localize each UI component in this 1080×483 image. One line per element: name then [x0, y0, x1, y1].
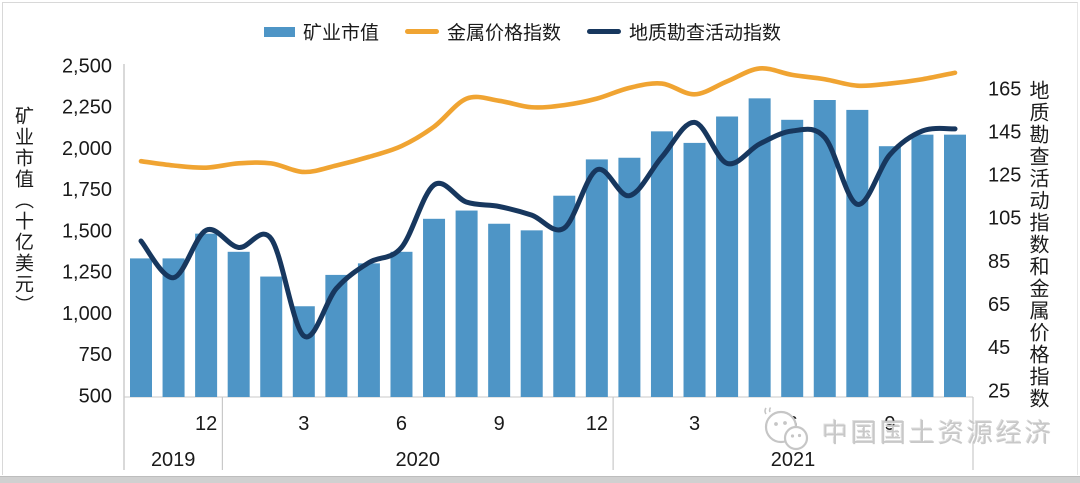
left-axis-tick-label: 750 — [79, 344, 112, 366]
mining-value-bar — [781, 119, 804, 398]
mining-value-bar — [390, 251, 413, 397]
mining-value-bar — [423, 218, 446, 397]
month-tick-label: 6 — [396, 413, 407, 435]
mining-value-bar — [520, 230, 543, 397]
left-axis-tick-label: 1,250 — [62, 262, 112, 284]
month-tick-label: 12 — [195, 413, 217, 435]
legend-label: 金属价格指数 — [447, 23, 562, 44]
legend-item-mining-value: 矿业市值 — [264, 18, 379, 45]
mining-value-bar — [683, 142, 706, 397]
mining-value-bar — [650, 131, 673, 397]
year-label: 2019 — [151, 449, 196, 471]
left-axis-title: 矿业市值（十亿美元） — [12, 106, 33, 316]
left-axis-tick-label: 1,500 — [62, 220, 112, 242]
right-axis-tick-label: 145 — [988, 121, 1021, 143]
right-axis-tick-label: 125 — [988, 165, 1021, 187]
year-label: 2021 — [771, 449, 816, 471]
mining-value-bar — [618, 157, 641, 397]
line-swatch-icon — [405, 29, 440, 34]
mining-value-bar — [325, 274, 348, 397]
month-tick-label: 9 — [884, 413, 895, 435]
legend-item-metal-price-index: 金属价格指数 — [405, 18, 561, 45]
mining-value-bar — [813, 100, 836, 397]
mining-value-bar — [357, 263, 380, 397]
left-axis-tick-label: 1,000 — [62, 303, 112, 325]
mining-value-bar — [911, 134, 934, 397]
left-axis-tick-label: 500 — [79, 385, 112, 407]
right-axis-tick-label: 85 — [988, 251, 1010, 273]
chart-legend: 矿业市值 金属价格指数 地质勘查活动指数 — [264, 18, 781, 45]
wechat-logo-icon — [764, 407, 809, 451]
mining-value-bar — [488, 223, 511, 397]
mining-value-bar — [162, 258, 185, 397]
month-tick-label: 12 — [586, 413, 608, 435]
mining-value-bar — [227, 251, 250, 397]
mining-value-bar — [130, 258, 152, 397]
mining-value-bar — [748, 98, 771, 397]
legend-label: 地质勘查活动指数 — [629, 23, 782, 44]
exploration-activity-line — [138, 119, 958, 340]
right-axis-tick-label: 45 — [988, 337, 1010, 359]
left-axis-tick-label: 2,250 — [62, 97, 112, 119]
month-tick-label: 9 — [494, 413, 505, 435]
left-axis-tick-label: 1,750 — [62, 179, 112, 201]
mining-value-bar — [944, 134, 966, 397]
month-tick-label: 3 — [298, 413, 309, 435]
year-label: 2020 — [396, 449, 441, 471]
line-swatch-icon — [587, 29, 622, 34]
month-tick-label: 3 — [689, 413, 700, 435]
right-axis-tick-label: 25 — [988, 380, 1010, 402]
mining-value-bar — [716, 116, 739, 397]
metal-price-line — [138, 66, 958, 175]
bar-swatch-icon — [264, 26, 295, 37]
bottom-divider-strip — [0, 476, 1080, 483]
mining-value-bar — [455, 210, 478, 397]
watermark: 中国国土资源经济 — [760, 406, 1054, 456]
right-axis-tick-label: 65 — [988, 294, 1010, 316]
left-axis-tick-label: 2,000 — [62, 138, 112, 160]
right-axis-title: 地质勘查活动指数和金属价格指数 — [1026, 80, 1048, 410]
mining-value-bar — [195, 233, 218, 397]
mining-value-bar — [585, 159, 608, 397]
right-axis-tick-label: 165 — [988, 78, 1021, 100]
mining-value-bar — [846, 109, 869, 398]
mining-value-bar — [878, 146, 901, 397]
left-axis-tick-label: 2,500 — [62, 55, 112, 77]
mining-value-bar — [553, 195, 576, 397]
mining-value-bar — [260, 276, 283, 397]
legend-item-exploration-index: 地质勘查活动指数 — [587, 18, 781, 45]
right-axis-tick-label: 105 — [988, 208, 1021, 230]
legend-label: 矿业市值 — [303, 23, 380, 44]
watermark-text: 中国国土资源经济 — [822, 417, 1055, 448]
